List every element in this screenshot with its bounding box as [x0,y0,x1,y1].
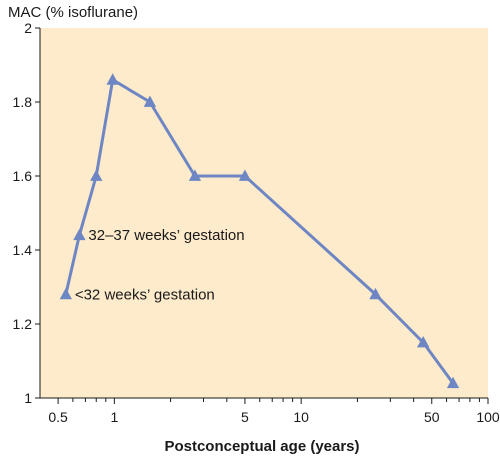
y-axis-ticks: 1 1.2 1.4 1.6 1.8 2 [13,20,40,406]
series-line [64,78,455,385]
x-tick-label: 0.5 [48,409,68,425]
annotation-label: <32 weeks’ gestation [75,286,215,303]
data-point-triangle [106,73,119,85]
x-tick-label: 10 [293,409,309,425]
y-tick-label: 1.8 [13,94,33,110]
data-point-triangle [143,95,157,107]
data-point-triangle [90,169,103,181]
y-tick-label: 2 [24,20,32,36]
x-tick-label: 50 [424,409,440,425]
plot-area [40,28,488,398]
x-tick-label: 100 [476,409,500,425]
annotation-layer: 32–37 weeks’ gestation <32 weeks’ gestati… [75,227,245,303]
data-point-triangle [188,169,202,181]
data-point-triangle [73,228,86,241]
y-tick-label: 1.6 [13,168,33,184]
data-point-triangle [417,336,430,348]
x-tick-label: 5 [241,409,249,425]
x-axis-ticks: 0.5 1 5 10 50 100 [48,398,500,425]
y-tick-label: 1.4 [13,242,33,258]
y-axis-title: MAC (% isoflurane) [8,4,138,21]
data-point-triangle [369,287,382,300]
data-point-triangle [238,169,252,181]
y-tick-label: 1.2 [13,316,33,332]
data-point-triangle [446,376,460,389]
series-layer [59,73,460,389]
x-axis-title: Postconceptual age (years) [164,438,359,455]
x-tick-label: 1 [110,409,118,425]
annotation-label: 32–37 weeks’ gestation [88,227,244,244]
data-point-triangle [59,287,72,300]
y-tick-label: 1 [24,390,32,406]
